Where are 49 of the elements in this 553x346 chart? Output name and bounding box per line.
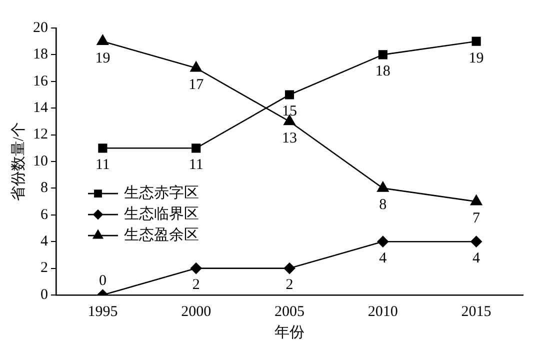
point: [284, 90, 294, 100]
legend-label: 生态赤字区: [124, 184, 199, 202]
y-tick-label: 16: [33, 73, 48, 90]
x-tick-label: 1995: [88, 304, 118, 320]
y-tick-label: 2: [40, 260, 48, 276]
x-tick-label: 2000: [181, 304, 212, 320]
y-axis-title: 省份数量/个: [10, 122, 27, 202]
point: [190, 61, 202, 72]
y-tick-label: 4: [40, 234, 48, 250]
y-tick-label: 10: [33, 153, 48, 170]
x-tick-label: 2005: [274, 304, 304, 320]
y-tick-label: 8: [40, 180, 48, 196]
data-label: 8: [379, 197, 387, 214]
y-tick-label: 18: [33, 46, 48, 63]
x-tick-label: 2015: [461, 304, 492, 320]
y-tick-label: 14: [33, 100, 48, 116]
point: [377, 236, 389, 248]
point: [190, 262, 202, 274]
y-tick-label: 0: [40, 286, 48, 303]
data-label: 2: [192, 277, 200, 294]
data-label: 4: [472, 250, 481, 267]
point: [472, 36, 481, 46]
y-tick-label: 12: [33, 126, 48, 143]
data-label: 4: [379, 250, 388, 267]
point: [192, 144, 201, 153]
data-label: 15: [282, 104, 297, 120]
legend-label: 生态盈余区: [124, 226, 199, 244]
data-label: 11: [188, 157, 204, 174]
data-label: 17: [188, 76, 204, 93]
data-label: 19: [468, 50, 484, 66]
x-tick-label: 2010: [368, 304, 398, 320]
data-label: 2: [286, 277, 294, 294]
y-tick-label: 20: [33, 20, 48, 36]
point: [98, 144, 108, 153]
point: [377, 182, 389, 192]
data-label: 7: [472, 210, 481, 226]
data-label: 11: [95, 157, 110, 174]
point: [284, 262, 296, 274]
point: [378, 50, 388, 60]
point: [470, 194, 482, 206]
y-tick-label: 6: [40, 206, 48, 223]
point: [96, 34, 109, 45]
data-label: 0: [98, 272, 106, 289]
data-label: 18: [375, 64, 390, 80]
x-axis-title: 年份: [274, 324, 304, 341]
legend-label: 生态临界区: [124, 205, 199, 222]
data-label: 13: [282, 130, 297, 146]
data-label: 19: [95, 50, 110, 66]
point: [470, 236, 482, 248]
